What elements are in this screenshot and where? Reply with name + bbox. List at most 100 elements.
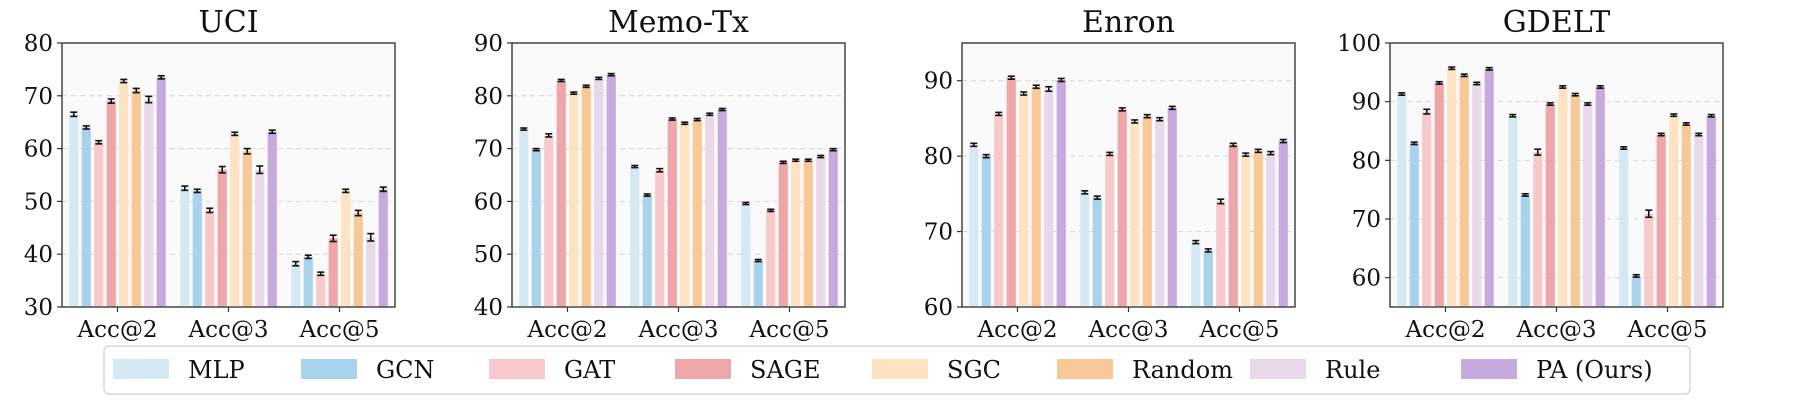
bar-pa-ours--acc2 [1056, 79, 1066, 308]
bar-gcn-acc5 [1631, 275, 1641, 307]
bar-gcn-acc5 [1203, 250, 1213, 307]
bar-random-acc3 [692, 119, 702, 307]
bar-gat-acc2 [94, 142, 104, 307]
y-tick-label: 70 [924, 220, 953, 246]
bar-random-acc2 [131, 90, 141, 308]
bar-sgc-acc5 [791, 160, 801, 307]
legend-label: Rule [1325, 356, 1380, 384]
bar-mlp-acc5 [1191, 242, 1201, 307]
bar-sage-acc5 [1228, 144, 1238, 307]
bar-random-acc2 [1031, 86, 1041, 308]
legend-label: SAGE [750, 356, 820, 384]
y-tick-label: 70 [474, 137, 503, 163]
y-tick-label: 80 [24, 31, 53, 57]
x-tick-label: Acc@3 [1087, 317, 1168, 343]
panel-gdelt: 60 70 80 90 100 GDELT Acc@2 Acc@3 Acc@5 [1337, 5, 1724, 343]
legend-label: MLP [188, 356, 245, 384]
bar-rule-acc5 [366, 237, 376, 307]
bar-random-acc2 [581, 86, 591, 308]
bar-pa-ours--acc5 [828, 149, 838, 307]
plot-border [961, 42, 1296, 308]
x-tick-label: Acc@2 [1404, 317, 1485, 343]
legend-swatch [675, 359, 731, 379]
plot-border [511, 42, 846, 308]
y-tick-label: 60 [1352, 266, 1381, 292]
bar-rule-acc5 [1694, 134, 1704, 307]
bar-sgc-acc2 [1447, 68, 1457, 307]
bar-mlp-acc3 [1508, 115, 1518, 307]
legend-swatch [1250, 359, 1306, 379]
bar-pa-ours--acc2 [606, 74, 616, 308]
bar-gcn-acc3 [1520, 194, 1530, 307]
panel-memo-tx: 40 50 60 70 80 90 Memo-Tx Acc@2 Acc@3 Acc@5 [474, 5, 846, 343]
bar-gat-acc2 [544, 135, 554, 307]
bar-random-acc2 [1459, 75, 1469, 308]
bar-rule-acc2 [594, 78, 604, 307]
bar-gcn-acc2 [531, 149, 541, 307]
plot-area [511, 42, 846, 308]
bar-gcn-acc3 [642, 195, 652, 307]
y-tick-label: 100 [1337, 31, 1381, 57]
bar-gat-acc2 [994, 113, 1004, 307]
bar-gat-acc2 [1422, 111, 1432, 307]
bar-mlp-acc5 [291, 263, 301, 307]
panel-title: Memo-Tx [608, 5, 749, 40]
bar-sage-acc2 [556, 80, 566, 307]
bar-sgc-acc5 [1669, 115, 1679, 307]
x-tick-label: Acc@3 [187, 317, 268, 343]
bar-pa-ours--acc2 [156, 77, 166, 307]
bar-rule-acc3 [1583, 104, 1593, 307]
bar-pa-ours--acc2 [1484, 68, 1494, 308]
legend-swatch [113, 359, 169, 379]
bar-rule-acc5 [816, 156, 826, 307]
x-tick-label: Acc@5 [748, 317, 829, 343]
bar-gat-acc5 [1216, 201, 1226, 307]
bar-mlp-acc3 [1080, 192, 1090, 307]
legend: MLP GCN GAT SAGE SGC Random Rule PA (Ours) [103, 345, 1691, 395]
y-tick-label: 50 [474, 242, 503, 268]
bar-pa-ours--acc3 [1595, 87, 1605, 307]
bar-sage-acc5 [1656, 134, 1666, 307]
bar-mlp-acc5 [1619, 148, 1629, 307]
y-tick-label: 50 [24, 189, 53, 215]
bar-mlp-acc2 [69, 114, 79, 307]
bar-gcn-acc5 [303, 256, 313, 307]
bar-sage-acc3 [667, 119, 677, 307]
bar-sage-acc3 [217, 169, 227, 307]
bar-gat-acc5 [766, 210, 776, 307]
bar-pa-ours--acc3 [717, 109, 727, 307]
panel-enron: 60 70 80 90 Enron Acc@2 Acc@3 Acc@5 [924, 5, 1296, 343]
plot-area [1389, 42, 1724, 308]
x-tick-label: Acc@2 [526, 317, 607, 343]
bar-gat-acc3 [1533, 152, 1543, 307]
bar-mlp-acc2 [969, 144, 979, 307]
legend-label: GCN [376, 356, 435, 384]
plot-border [1389, 42, 1724, 308]
bar-gat-acc3 [205, 210, 215, 307]
bar-rule-acc3 [255, 169, 265, 307]
bar-rule-acc5 [1266, 153, 1276, 307]
legend-swatch [1461, 359, 1517, 379]
legend-label: SGC [947, 356, 1001, 384]
y-tick-label: 70 [24, 84, 53, 110]
x-tick-label: Acc@5 [298, 317, 379, 343]
bar-rule-acc3 [705, 114, 715, 307]
bar-rule-acc2 [144, 99, 154, 307]
y-tick-label: 60 [924, 295, 953, 321]
bar-pa-ours--acc3 [1167, 107, 1177, 308]
panel-uci: 30 40 50 60 70 80 UCI Acc@2 Acc@3 Acc@5 [24, 5, 396, 343]
y-tick-label: 60 [474, 189, 503, 215]
bar-rule-acc3 [1155, 119, 1165, 307]
bar-rule-acc2 [1044, 89, 1054, 307]
bar-gat-acc3 [655, 170, 665, 307]
bar-gat-acc5 [316, 273, 326, 307]
bar-random-acc5 [353, 213, 363, 307]
panel-title: Enron [1082, 5, 1175, 40]
bar-mlp-acc5 [741, 203, 751, 307]
legend-swatch [301, 359, 357, 379]
bar-sgc-acc5 [1241, 154, 1251, 307]
bar-sage-acc3 [1117, 109, 1127, 308]
bar-gcn-acc3 [192, 190, 202, 307]
x-tick-label: Acc@2 [76, 317, 157, 343]
